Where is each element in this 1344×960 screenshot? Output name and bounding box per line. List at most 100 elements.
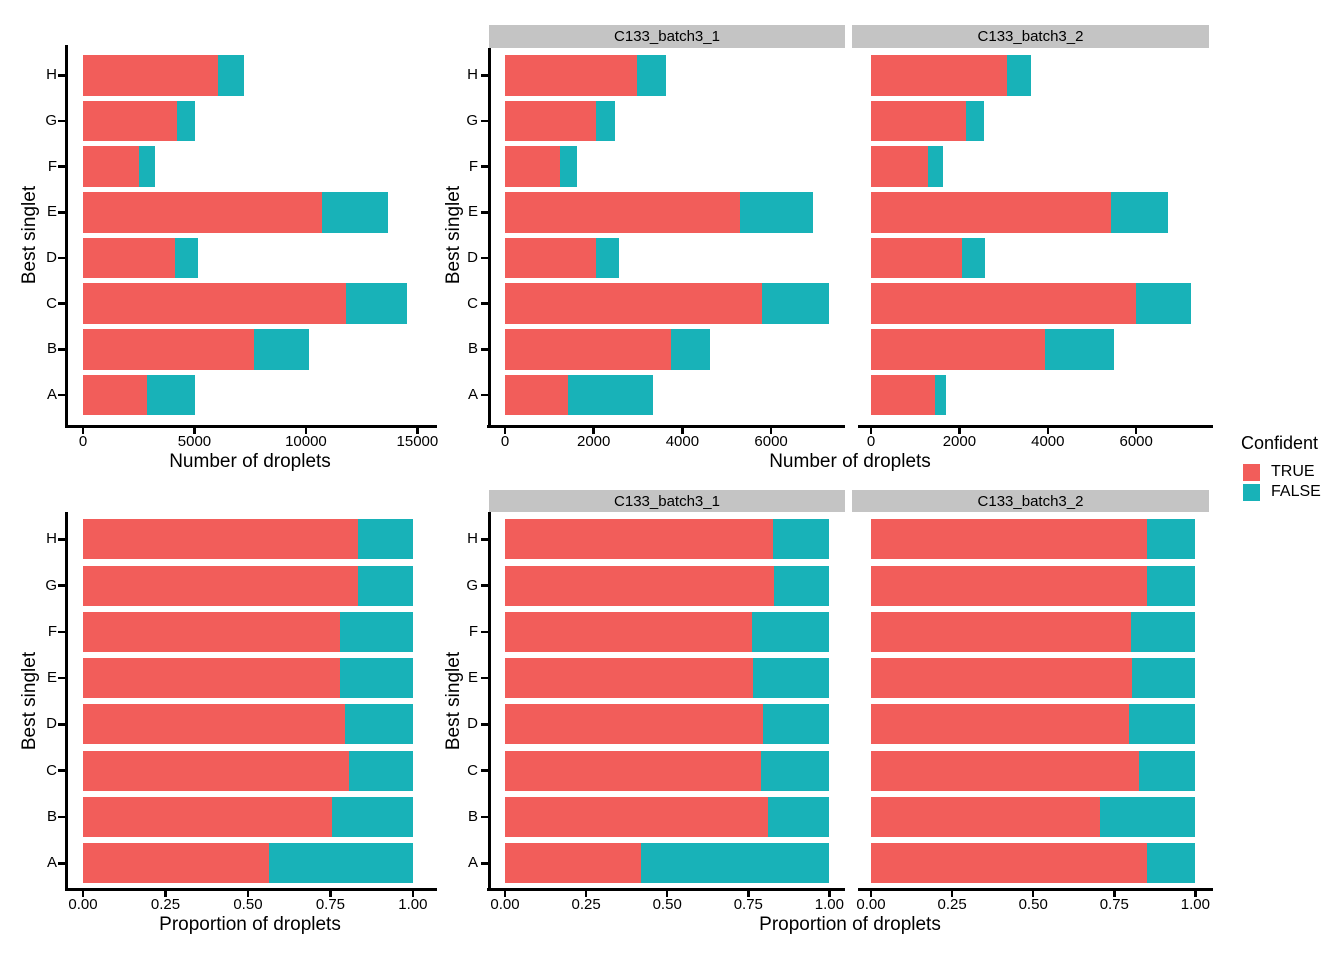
bar-segment-C-false <box>346 283 408 324</box>
x-tick-label: 0.75 <box>315 896 346 913</box>
bar-segment-E-false <box>340 658 413 699</box>
bar-segment-A-false <box>568 374 653 416</box>
bar-segment-A-true <box>83 374 148 416</box>
bar-segment-H-false <box>1007 55 1031 96</box>
bar-segment-F-true <box>871 146 929 187</box>
x-tick-label: 1.00 <box>398 896 428 913</box>
y-tick-label: G <box>466 111 478 129</box>
y-tick-label: G <box>45 576 57 594</box>
bar-segment-B-true <box>505 796 768 837</box>
y-tick <box>481 723 488 726</box>
y-axis-title: Best singlet <box>443 652 464 751</box>
bar-segment-H-true <box>83 55 219 96</box>
y-tick-label: A <box>46 385 57 403</box>
y-tick <box>58 538 65 541</box>
bar-segment-D-false <box>962 237 986 279</box>
bar-segment-D-false <box>595 237 619 279</box>
x-tick <box>950 891 954 897</box>
x-tick <box>665 891 669 897</box>
bar-segment-D-true <box>505 704 763 745</box>
legend-swatch-true-icon <box>1243 463 1260 481</box>
bar-segment-D-true <box>505 237 596 279</box>
bar-segment-G-true <box>505 565 775 606</box>
y-tick-label: F <box>468 157 478 175</box>
y-tick <box>58 769 65 772</box>
bar-segment-E-false <box>753 658 830 699</box>
bar-segment-G-false <box>596 100 616 142</box>
y-tick-label: E <box>467 669 478 687</box>
y-tick-label: B <box>46 340 57 358</box>
bar-segment-C-true <box>505 283 763 324</box>
y-tick-label: G <box>466 576 478 594</box>
bar-segment-G-true <box>871 565 1147 606</box>
y-tick <box>481 348 488 351</box>
y-tick-label: C <box>46 294 57 312</box>
bar-segment-F-false <box>751 611 830 652</box>
y-tick <box>58 584 65 587</box>
bar-segment-A-false <box>641 843 830 884</box>
x-tick <box>164 891 167 897</box>
x-tick-label: 0.25 <box>571 896 601 913</box>
y-tick-label: E <box>46 203 57 221</box>
x-axis-line <box>858 888 1213 891</box>
y-tick-label: A <box>467 854 478 872</box>
x-tick <box>747 891 750 897</box>
x-tick-label: 0 <box>78 433 88 450</box>
y-tick-label: E <box>467 203 478 221</box>
bar-segment-C-false <box>762 283 829 324</box>
x-axis-title: Number of droplets <box>769 451 931 472</box>
y-tick-label: D <box>467 248 478 266</box>
legend: Confident TRUE FALSE <box>1241 433 1341 513</box>
y-tick <box>58 676 65 680</box>
legend-swatch-false-icon <box>1243 483 1260 501</box>
x-tick-label: 0.00 <box>68 896 98 913</box>
x-tick <box>584 891 588 897</box>
x-tick-label: 0.75 <box>1099 896 1129 913</box>
bar-segment-C-true <box>871 283 1137 324</box>
y-tick <box>481 211 488 214</box>
y-tick-label: G <box>45 111 57 129</box>
y-tick-label: C <box>46 761 57 779</box>
y-tick <box>58 723 65 726</box>
bar-segment-E-false <box>740 191 814 233</box>
y-tick-label: H <box>467 530 478 548</box>
x-tick <box>193 428 196 434</box>
x-tick <box>503 891 507 897</box>
facet-strip: C133_batch3_2 <box>852 490 1209 512</box>
bar-segment-F-false <box>928 146 943 187</box>
bar-segment-B-false <box>671 328 711 370</box>
y-tick-label: C <box>467 294 478 312</box>
x-axis-line <box>65 425 437 428</box>
x-tick <box>828 891 831 897</box>
x-tick-label: 0.25 <box>150 896 181 913</box>
x-tick <box>869 891 873 897</box>
x-tick-label: 0.50 <box>233 896 263 913</box>
y-tick-label: H <box>46 66 57 84</box>
bar-segment-D-true <box>83 237 175 279</box>
bar-segment-A-false <box>935 374 947 416</box>
y-tick <box>481 676 488 680</box>
x-tick <box>681 428 684 434</box>
bar-segment-G-true <box>83 565 359 606</box>
facet-strip: C133_batch3_1 <box>489 490 845 512</box>
bar-segment-C-true <box>83 283 347 324</box>
y-tick <box>58 348 65 351</box>
x-tick-label: 10000 <box>285 433 327 450</box>
bar-segment-A-true <box>871 374 936 416</box>
x-tick <box>246 891 250 897</box>
bar-segment-B-true <box>871 796 1100 837</box>
bar-segment-F-false <box>559 146 577 187</box>
x-tick-label: 1.00 <box>1180 896 1210 913</box>
bar-segment-E-false <box>1132 658 1196 699</box>
x-tick-label: 0.25 <box>937 896 967 913</box>
bar-segment-H-false <box>358 519 413 560</box>
y-tick-label: A <box>46 854 57 872</box>
y-axis-line <box>488 512 491 891</box>
bar-segment-G-true <box>871 100 967 142</box>
bar-segment-F-true <box>505 146 560 187</box>
x-tick-label: 4000 <box>665 433 700 450</box>
x-axis-line <box>858 425 1213 428</box>
bar-segment-C-false <box>761 750 830 791</box>
y-tick <box>481 256 488 260</box>
x-tick-label: 6000 <box>1119 433 1153 450</box>
